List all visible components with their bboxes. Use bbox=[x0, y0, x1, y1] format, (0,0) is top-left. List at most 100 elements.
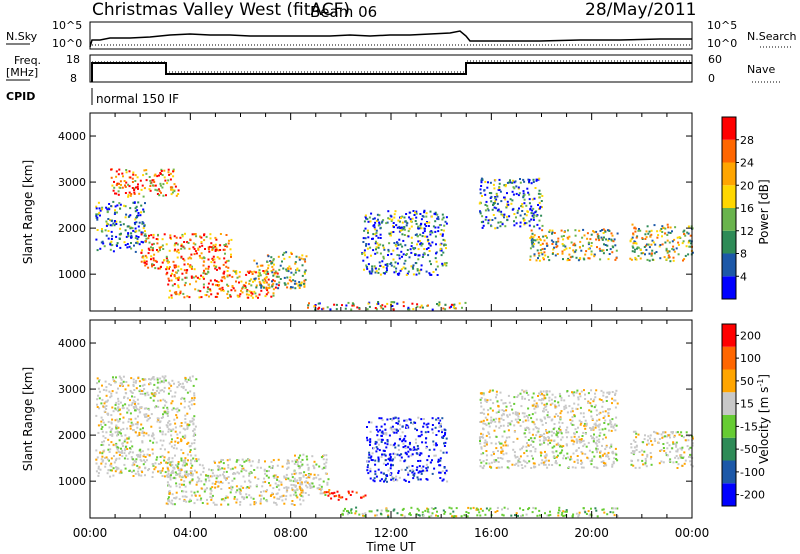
velocity-echo-cell bbox=[267, 476, 270, 479]
velocity-echo-cell bbox=[608, 393, 611, 395]
velocity-echo-cell bbox=[95, 470, 98, 473]
velocity-echo-cell bbox=[189, 407, 191, 410]
velocity-echo-cell bbox=[519, 461, 522, 464]
velocity-echo-cell bbox=[118, 419, 121, 422]
power-echo-cell bbox=[668, 250, 671, 253]
power-echo-cell bbox=[135, 230, 138, 233]
power-echo-cell bbox=[112, 222, 115, 225]
power-echo-cell bbox=[425, 248, 428, 251]
velocity-echo-cell bbox=[123, 440, 126, 443]
velocity-echo-cell bbox=[571, 515, 574, 518]
velocity-echo-cell bbox=[238, 487, 241, 490]
velocity-echo-cell bbox=[380, 434, 383, 437]
velocity-echo-cell bbox=[662, 461, 665, 464]
velocity-echo-cell bbox=[564, 510, 567, 513]
power-echo-cell bbox=[363, 229, 366, 232]
velocity-echo-cell bbox=[312, 464, 315, 467]
power-echo-cell bbox=[533, 214, 536, 217]
power-echo-cell bbox=[187, 242, 190, 244]
velocity-echo-cell bbox=[170, 502, 173, 505]
velocity-echo-cell bbox=[127, 420, 130, 423]
power-echo-cell bbox=[425, 212, 428, 215]
power-echo-cell bbox=[163, 176, 166, 179]
velocity-echo-cell bbox=[214, 461, 216, 464]
velocity-echo-cell bbox=[130, 456, 133, 458]
velocity-echo-cell bbox=[119, 451, 122, 454]
velocity-echo-cell bbox=[590, 429, 593, 431]
power-echo-cell bbox=[184, 281, 187, 284]
velocity-echo-cell bbox=[441, 479, 444, 482]
velocity-echo-cell bbox=[565, 510, 568, 513]
velocity-echo-cell bbox=[276, 484, 279, 487]
velocity-echo-cell bbox=[170, 402, 173, 405]
velocity-echo-cell bbox=[126, 411, 129, 414]
velocity-echo-cell bbox=[168, 461, 171, 464]
velocity-echo-cell bbox=[505, 405, 508, 408]
power-echo-cell bbox=[442, 238, 445, 241]
velocity-echo-cell bbox=[115, 468, 118, 471]
power-echo-cell bbox=[689, 245, 692, 248]
velocity-echo-cell bbox=[602, 460, 605, 463]
velocity-echo-cell bbox=[654, 431, 657, 434]
power-echo-cell bbox=[450, 303, 453, 306]
power-echo-cell bbox=[405, 253, 408, 255]
power-echo-cell bbox=[112, 189, 115, 192]
velocity-echo-cell bbox=[579, 441, 582, 444]
velocity-echo-cell bbox=[201, 464, 204, 467]
velocity-echo-cell bbox=[270, 494, 273, 496]
velocity-echo-cell bbox=[533, 407, 536, 410]
velocity-echo-cell bbox=[239, 464, 242, 467]
power-echo-cell bbox=[588, 257, 591, 260]
power-echo-cell bbox=[165, 273, 168, 276]
power-echo-cell bbox=[561, 252, 564, 255]
velocity-echo-cell bbox=[383, 472, 385, 475]
velocity-echo-cell bbox=[131, 464, 134, 467]
power-echo-cell bbox=[108, 208, 111, 211]
velocity-echo-cell bbox=[480, 405, 483, 408]
velocity-echo-cell bbox=[227, 464, 230, 467]
power-echo-cell bbox=[142, 256, 145, 259]
power-echo-cell bbox=[441, 262, 444, 265]
velocity-echo-cell bbox=[596, 424, 599, 427]
power-echo-cell bbox=[438, 224, 441, 227]
velocity-echo-cell bbox=[536, 514, 539, 517]
velocity-echo-cell bbox=[180, 457, 183, 460]
power-echo-cell bbox=[225, 260, 228, 263]
velocity-echo-cell bbox=[393, 428, 396, 431]
power-echo-cell bbox=[240, 280, 243, 283]
velocity-echo-cell bbox=[668, 459, 671, 462]
velocity-echo-cell bbox=[527, 508, 530, 511]
power-echo-cell bbox=[140, 204, 143, 207]
power-echo-cell bbox=[668, 241, 671, 244]
power-echo-cell bbox=[685, 245, 688, 248]
velocity-echo-cell bbox=[108, 443, 111, 446]
velocity-echo-cell bbox=[373, 480, 376, 483]
power-echo-cell bbox=[130, 242, 132, 244]
velocity-echo-cell bbox=[113, 455, 115, 457]
velocity-echo-cell bbox=[129, 412, 132, 415]
velocity-echo-cell bbox=[552, 451, 555, 454]
velocity-echo-cell bbox=[496, 506, 499, 509]
velocity-echo-cell bbox=[589, 402, 592, 405]
velocity-echo-cell bbox=[507, 429, 510, 432]
power-echo-cell bbox=[290, 280, 293, 283]
velocity-echo-cell bbox=[243, 496, 246, 499]
velocity-echo-cell bbox=[142, 427, 144, 430]
power-echo-cell bbox=[119, 180, 122, 183]
velocity-echo-cell bbox=[616, 402, 619, 405]
power-echo-cell bbox=[523, 198, 526, 201]
power-echo-cell bbox=[217, 249, 220, 252]
velocity-echo-cell bbox=[235, 460, 238, 463]
velocity-echo-cell bbox=[109, 430, 112, 433]
power-echo-cell bbox=[501, 223, 504, 226]
velocity-echo-cell bbox=[403, 437, 406, 440]
power-echo-cell bbox=[236, 276, 239, 279]
velocity-echo-cell bbox=[672, 442, 675, 445]
power-echo-cell bbox=[199, 256, 202, 259]
velocity-echo-cell bbox=[374, 463, 377, 466]
velocity-echo-cell bbox=[587, 392, 590, 395]
power-echo-cell bbox=[156, 242, 159, 245]
velocity-colorbar-segment bbox=[722, 437, 736, 461]
velocity-echo-cell bbox=[509, 405, 512, 407]
velocity-echo-cell bbox=[544, 437, 547, 439]
